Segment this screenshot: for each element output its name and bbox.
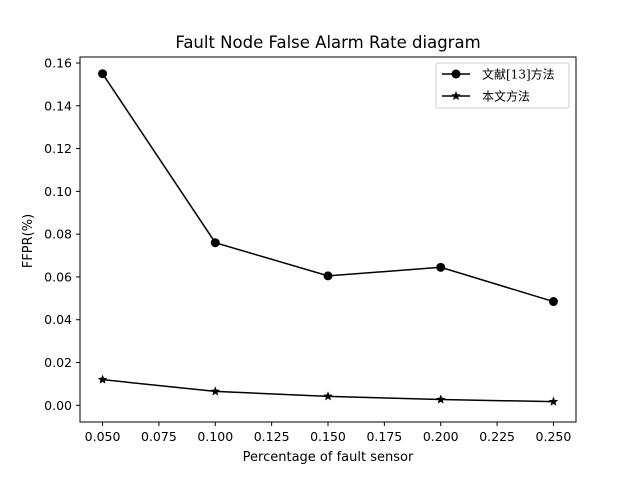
x-tick-label: 0.200 <box>423 429 459 444</box>
x-tick-label: 0.250 <box>536 429 572 444</box>
legend-marker-star <box>451 91 461 101</box>
data-point-series-1 <box>210 238 220 248</box>
data-point-series-2 <box>548 396 559 406</box>
data-point-series-2 <box>435 394 446 404</box>
x-tick-label: 0.225 <box>479 429 515 444</box>
series-layer <box>97 69 559 406</box>
y-tick-label: 0.10 <box>44 184 72 199</box>
data-point-series-1 <box>548 297 558 307</box>
y-tick-label: 0.08 <box>44 227 72 242</box>
y-tick-label: 0.00 <box>44 398 72 413</box>
legend-label-series-1: 文献[13]方法 <box>482 67 555 82</box>
y-tick-label: 0.02 <box>44 355 72 370</box>
x-tick-label: 0.050 <box>85 429 121 444</box>
y-tick-label: 0.04 <box>44 312 72 327</box>
chart-title: Fault Node False Alarm Rate diagram <box>175 33 480 52</box>
y-tick-label: 0.06 <box>44 269 72 284</box>
y-tick-label: 0.14 <box>44 98 72 113</box>
plot-frame <box>79 56 577 423</box>
x-tick-label: 0.150 <box>310 429 346 444</box>
y-tick-label: 0.12 <box>44 141 72 156</box>
data-point-series-2 <box>97 374 108 384</box>
x-tick-label: 0.175 <box>366 429 402 444</box>
data-point-series-1 <box>436 262 446 272</box>
data-point-series-1 <box>98 69 108 79</box>
legend-marker-circle <box>451 69 461 79</box>
data-point-series-2 <box>323 391 333 401</box>
x-tick-label: 0.125 <box>254 429 290 444</box>
x-tick-label: 0.100 <box>197 429 233 444</box>
legend-label-series-2: 本文方法 <box>482 89 530 104</box>
x-tick-label: 0.075 <box>141 429 177 444</box>
y-axis-label: FFPR(%) <box>21 214 36 268</box>
data-point-series-1 <box>323 271 333 281</box>
x-axis-label: Percentage of fault sensor <box>243 450 414 465</box>
data-point-series-2 <box>210 386 221 396</box>
legend: 文献[13]方法 本文方法 <box>435 62 570 109</box>
y-tick-label: 0.16 <box>44 55 72 70</box>
axis-ticks: 0.050 0.075 0.100 0.125 0.150 0.175 0.200 0.225… <box>44 55 571 444</box>
